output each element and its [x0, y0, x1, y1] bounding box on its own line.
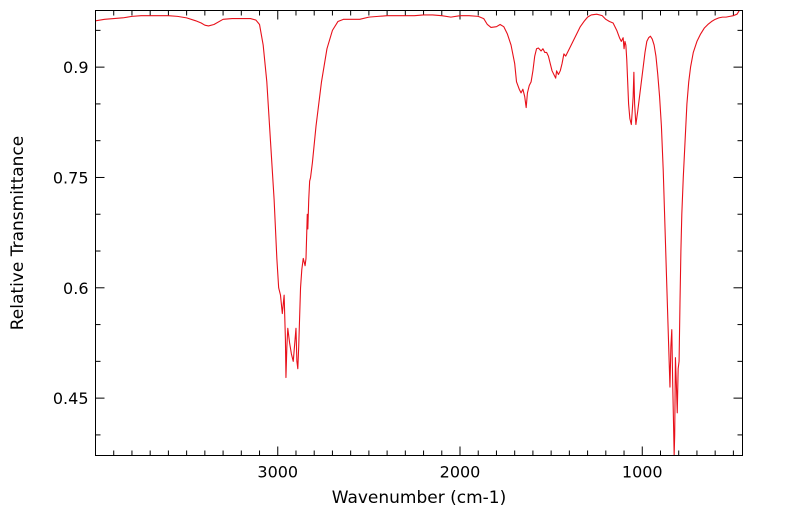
y-tick-label: 0.6	[63, 279, 88, 298]
x-tick-label: 3000	[257, 463, 298, 482]
y-tick-label: 0.45	[53, 389, 89, 408]
x-tick-label: 2000	[440, 463, 481, 482]
tick-labels: 3000 2000 1000 0.9 0.75 0.6 0.45	[53, 58, 663, 481]
axis-ticks	[95, 10, 743, 456]
x-tick-label: 1000	[622, 463, 663, 482]
plot-frame	[95, 10, 743, 456]
y-axis-title: Relative Transmittance	[8, 136, 28, 331]
spectrum-line	[95, 10, 740, 456]
x-axis-title: Wavenumber (cm-1)	[332, 488, 507, 508]
y-tick-label: 0.75	[53, 168, 89, 187]
y-tick-label: 0.9	[63, 58, 88, 77]
plot-area	[95, 10, 740, 456]
